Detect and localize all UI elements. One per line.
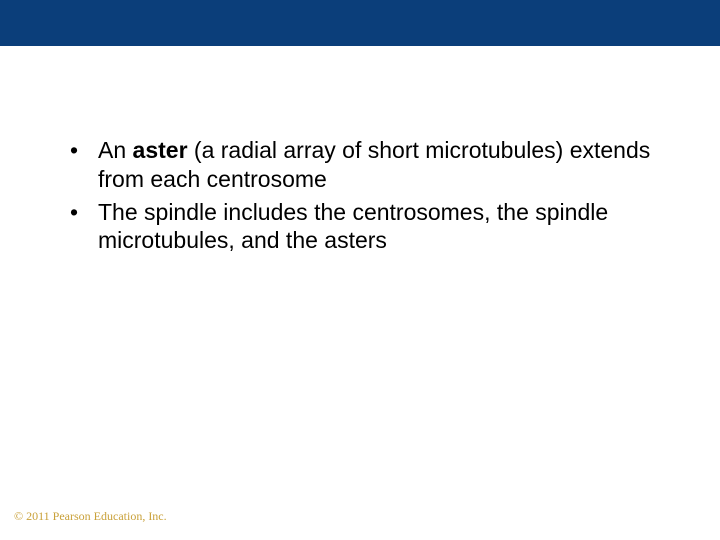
- bullet-item: The spindle includes the centrosomes, th…: [60, 198, 690, 256]
- bullet-text-rest: The spindle includes the centrosomes, th…: [98, 199, 608, 254]
- bullet-list: An aster (a radial array of short microt…: [60, 136, 690, 255]
- bullet-item: An aster (a radial array of short microt…: [60, 136, 690, 194]
- slide-content: An aster (a radial array of short microt…: [0, 46, 720, 255]
- bullet-text-prefix: An: [98, 137, 133, 163]
- copyright-footer: © 2011 Pearson Education, Inc.: [14, 509, 167, 524]
- bullet-bold-term: aster: [133, 137, 188, 163]
- header-bar: [0, 0, 720, 46]
